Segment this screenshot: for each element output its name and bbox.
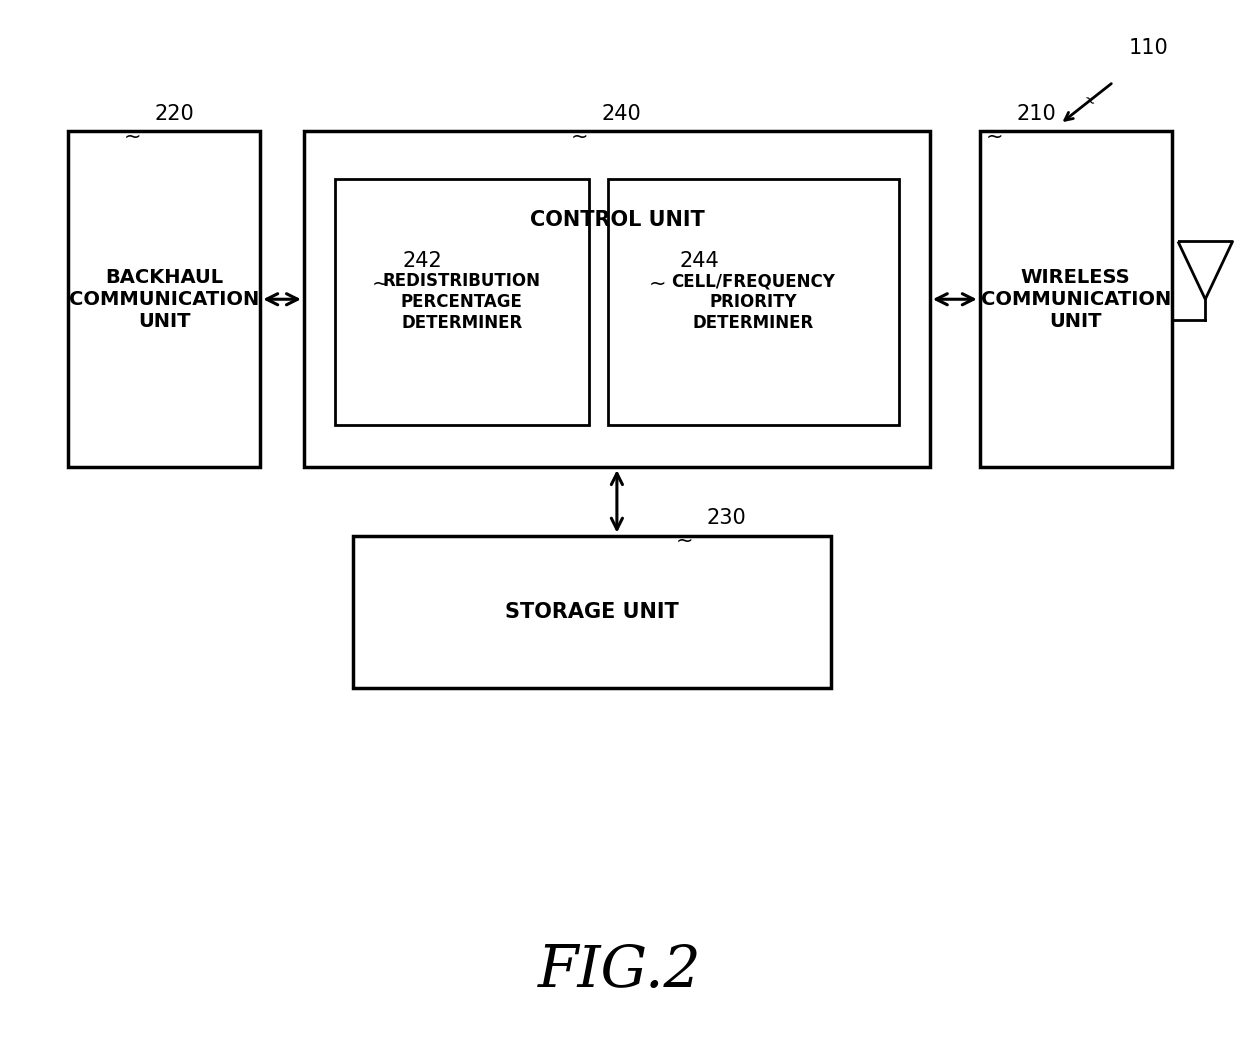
Text: ~: ~ <box>570 127 588 147</box>
Bar <box>304 131 930 467</box>
Bar <box>980 131 1172 467</box>
Bar <box>353 536 831 688</box>
Text: ~: ~ <box>1079 91 1099 110</box>
Text: ~: ~ <box>649 274 666 294</box>
Bar <box>68 131 260 467</box>
Text: ~: ~ <box>676 531 693 551</box>
Text: WIRELESS
COMMUNICATION
UNIT: WIRELESS COMMUNICATION UNIT <box>981 268 1171 331</box>
Text: ~: ~ <box>124 127 141 147</box>
Bar <box>608 178 899 425</box>
Text: ~: ~ <box>986 127 1003 147</box>
Text: CELL/FREQUENCY
PRIORITY
DETERMINER: CELL/FREQUENCY PRIORITY DETERMINER <box>671 272 836 332</box>
Text: FIG.2: FIG.2 <box>538 943 702 1000</box>
Text: 220: 220 <box>155 104 195 124</box>
Text: REDISTRIBUTION
PERCENTAGE
DETERMINER: REDISTRIBUTION PERCENTAGE DETERMINER <box>383 272 541 332</box>
Text: BACKHAUL
COMMUNICATION
UNIT: BACKHAUL COMMUNICATION UNIT <box>69 268 259 331</box>
Text: 240: 240 <box>601 104 641 124</box>
Text: 230: 230 <box>707 508 746 528</box>
Text: STORAGE UNIT: STORAGE UNIT <box>505 602 680 622</box>
Text: 242: 242 <box>403 251 443 271</box>
Text: 210: 210 <box>1017 104 1056 124</box>
Text: ~: ~ <box>372 274 389 294</box>
Text: 244: 244 <box>680 251 719 271</box>
Bar <box>335 178 589 425</box>
Text: CONTROL UNIT: CONTROL UNIT <box>529 210 704 231</box>
Text: 110: 110 <box>1128 38 1168 58</box>
